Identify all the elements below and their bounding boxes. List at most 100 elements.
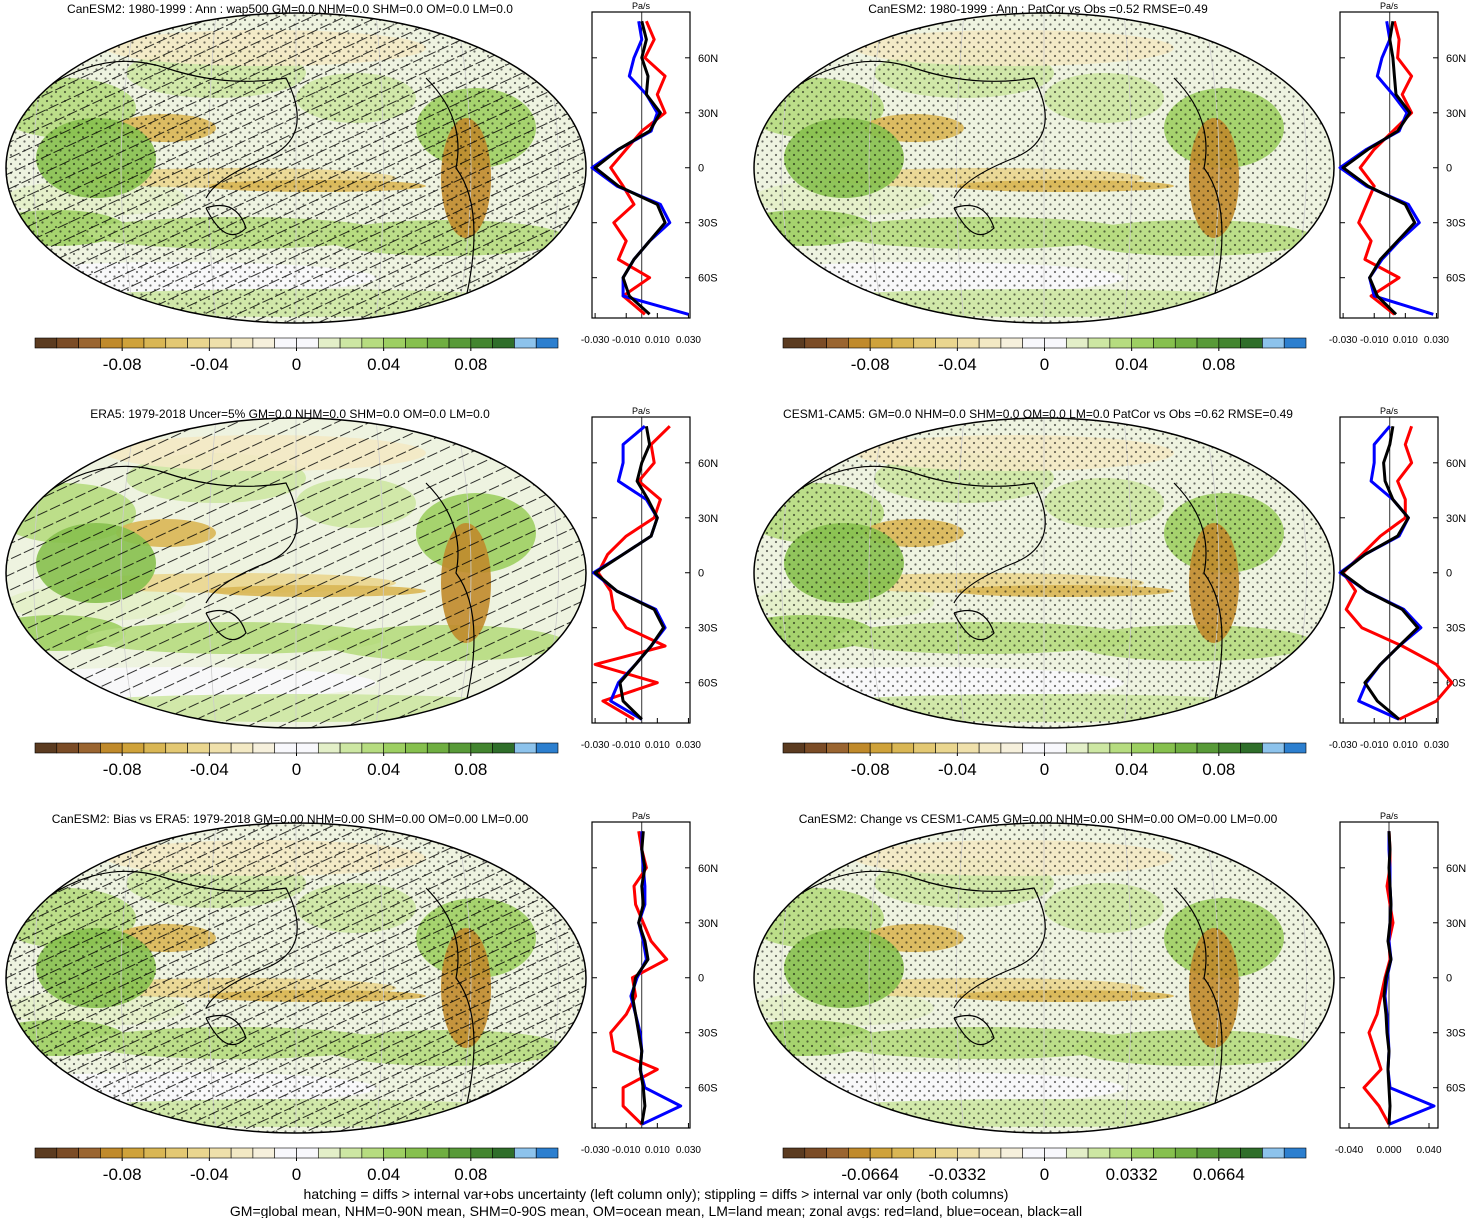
colorbar-box <box>978 1147 1002 1159</box>
x-tick-label: -0.010 <box>1360 740 1389 751</box>
colorbar-box <box>1174 742 1198 754</box>
colorbar-box <box>1153 1147 1176 1159</box>
colorbar-box <box>1044 1147 1067 1159</box>
y-tick-label: 30S <box>698 1028 718 1040</box>
colorbar-box <box>143 742 167 754</box>
colorbar-box <box>296 1147 319 1159</box>
y-tick-label: 0 <box>698 163 704 175</box>
colorbar-box <box>1196 337 1220 349</box>
colorbar-box <box>100 337 123 349</box>
colorbar-box <box>470 1147 493 1159</box>
colorbar-box <box>405 742 428 754</box>
colorbar-box <box>274 1147 297 1159</box>
y-tick-label: 60S <box>1446 273 1466 285</box>
y-tick-label: 30N <box>1446 918 1466 930</box>
colorbar-box <box>957 337 980 349</box>
colorbar-tick-label: -0.0332 <box>928 1165 986 1184</box>
colorbar-box <box>1240 337 1263 349</box>
colorbar-box <box>165 337 188 349</box>
x-tick-label: 0.010 <box>645 1145 670 1156</box>
colorbar-box <box>535 742 559 754</box>
colorbar-tick-label: -0.04 <box>190 355 229 374</box>
y-tick-label: 60S <box>698 273 718 285</box>
colorbar-tick-label: 0.08 <box>1202 355 1235 374</box>
colorbar-box <box>470 337 493 349</box>
colorbar-box <box>848 742 871 754</box>
colorbar-box <box>426 1147 450 1159</box>
x-tick-label: 0.010 <box>645 740 670 751</box>
coastline <box>45 60 475 299</box>
colorbar-box <box>1262 742 1285 754</box>
colorbar-box <box>782 1147 806 1159</box>
x-tick-label: -0.030 <box>1329 335 1358 346</box>
coastline <box>793 870 1223 1109</box>
colorbar-box <box>339 742 363 754</box>
y-tick-label: 60S <box>1446 1083 1466 1095</box>
colorbar-box <box>339 1147 363 1159</box>
x-tick-label: -0.030 <box>581 740 610 751</box>
colorbar-box <box>448 1147 472 1159</box>
zonal-mean-line <box>1341 20 1417 316</box>
y-tick-label: 30S <box>698 623 718 635</box>
profile-frame <box>1339 416 1439 724</box>
colorbar-box <box>1000 1147 1024 1159</box>
y-tick-label: 60N <box>1446 863 1466 875</box>
colorbar-box <box>317 1147 341 1159</box>
colorbar-box <box>78 337 101 349</box>
colorbar-box <box>1262 337 1285 349</box>
y-tick-label: 60N <box>698 863 718 875</box>
zonal-mean-line <box>1382 831 1393 1125</box>
colorbar-box <box>361 337 384 349</box>
profile-units: Pa/s <box>1380 1 1399 11</box>
colorbar-box <box>1196 1147 1220 1159</box>
profile-units: Pa/s <box>632 406 651 416</box>
colorbar-box <box>1000 742 1024 754</box>
map-border <box>5 12 587 324</box>
colorbar-tick-label: -0.04 <box>938 355 977 374</box>
colorbar-box <box>957 742 980 754</box>
profile-units: Pa/s <box>632 1 651 11</box>
y-tick-label: 30S <box>1446 218 1466 230</box>
x-tick-label: 0.030 <box>676 1145 701 1156</box>
colorbar-tick-label: -0.04 <box>938 760 977 779</box>
colorbar-box <box>230 1147 254 1159</box>
hatching <box>6 418 586 728</box>
colorbar-box <box>1218 337 1241 349</box>
colorbar-tick-label: 0.04 <box>367 1165 400 1184</box>
colorbar-box <box>913 337 936 349</box>
colorbar-box <box>34 1147 58 1159</box>
zonal-mean-line <box>593 425 666 721</box>
panel-title: CanESM2: 1980-1999 : Ann : wap500 GM=0.0… <box>67 2 513 16</box>
y-tick-label: 30N <box>698 108 718 120</box>
colorbar-box <box>1131 337 1154 349</box>
colorbar-box <box>296 742 319 754</box>
colorbar-tick-label: 0.04 <box>367 760 400 779</box>
map <box>754 13 1334 323</box>
colorbar-box <box>34 337 58 349</box>
colorbar-tick-label: 0 <box>1040 1165 1049 1184</box>
colorbar-box <box>913 1147 936 1159</box>
coastline <box>45 465 475 704</box>
stippling <box>754 13 1334 323</box>
x-tick-label: 0.030 <box>676 740 701 751</box>
colorbar-box <box>274 742 297 754</box>
colorbar-box <box>1087 337 1111 349</box>
colorbar-box <box>209 1147 232 1159</box>
colorbar-box <box>56 1147 79 1159</box>
colorbar-box <box>317 337 341 349</box>
colorbar-box <box>1174 337 1198 349</box>
colorbar-box <box>405 1147 428 1159</box>
colorbar-box <box>100 1147 123 1159</box>
colorbar-box <box>514 1147 537 1159</box>
colorbar-tick-label: -0.08 <box>103 355 142 374</box>
colorbar-tick-label: -0.08 <box>851 760 890 779</box>
colorbar-box <box>1174 1147 1198 1159</box>
colorbar-box <box>1065 742 1089 754</box>
y-tick-label: 60N <box>698 53 718 65</box>
map <box>6 418 586 728</box>
colorbar-box <box>78 1147 101 1159</box>
colorbar-box <box>826 337 849 349</box>
profile-frame <box>591 11 691 319</box>
y-tick-label: 60S <box>698 1083 718 1095</box>
map-border <box>5 822 587 1134</box>
